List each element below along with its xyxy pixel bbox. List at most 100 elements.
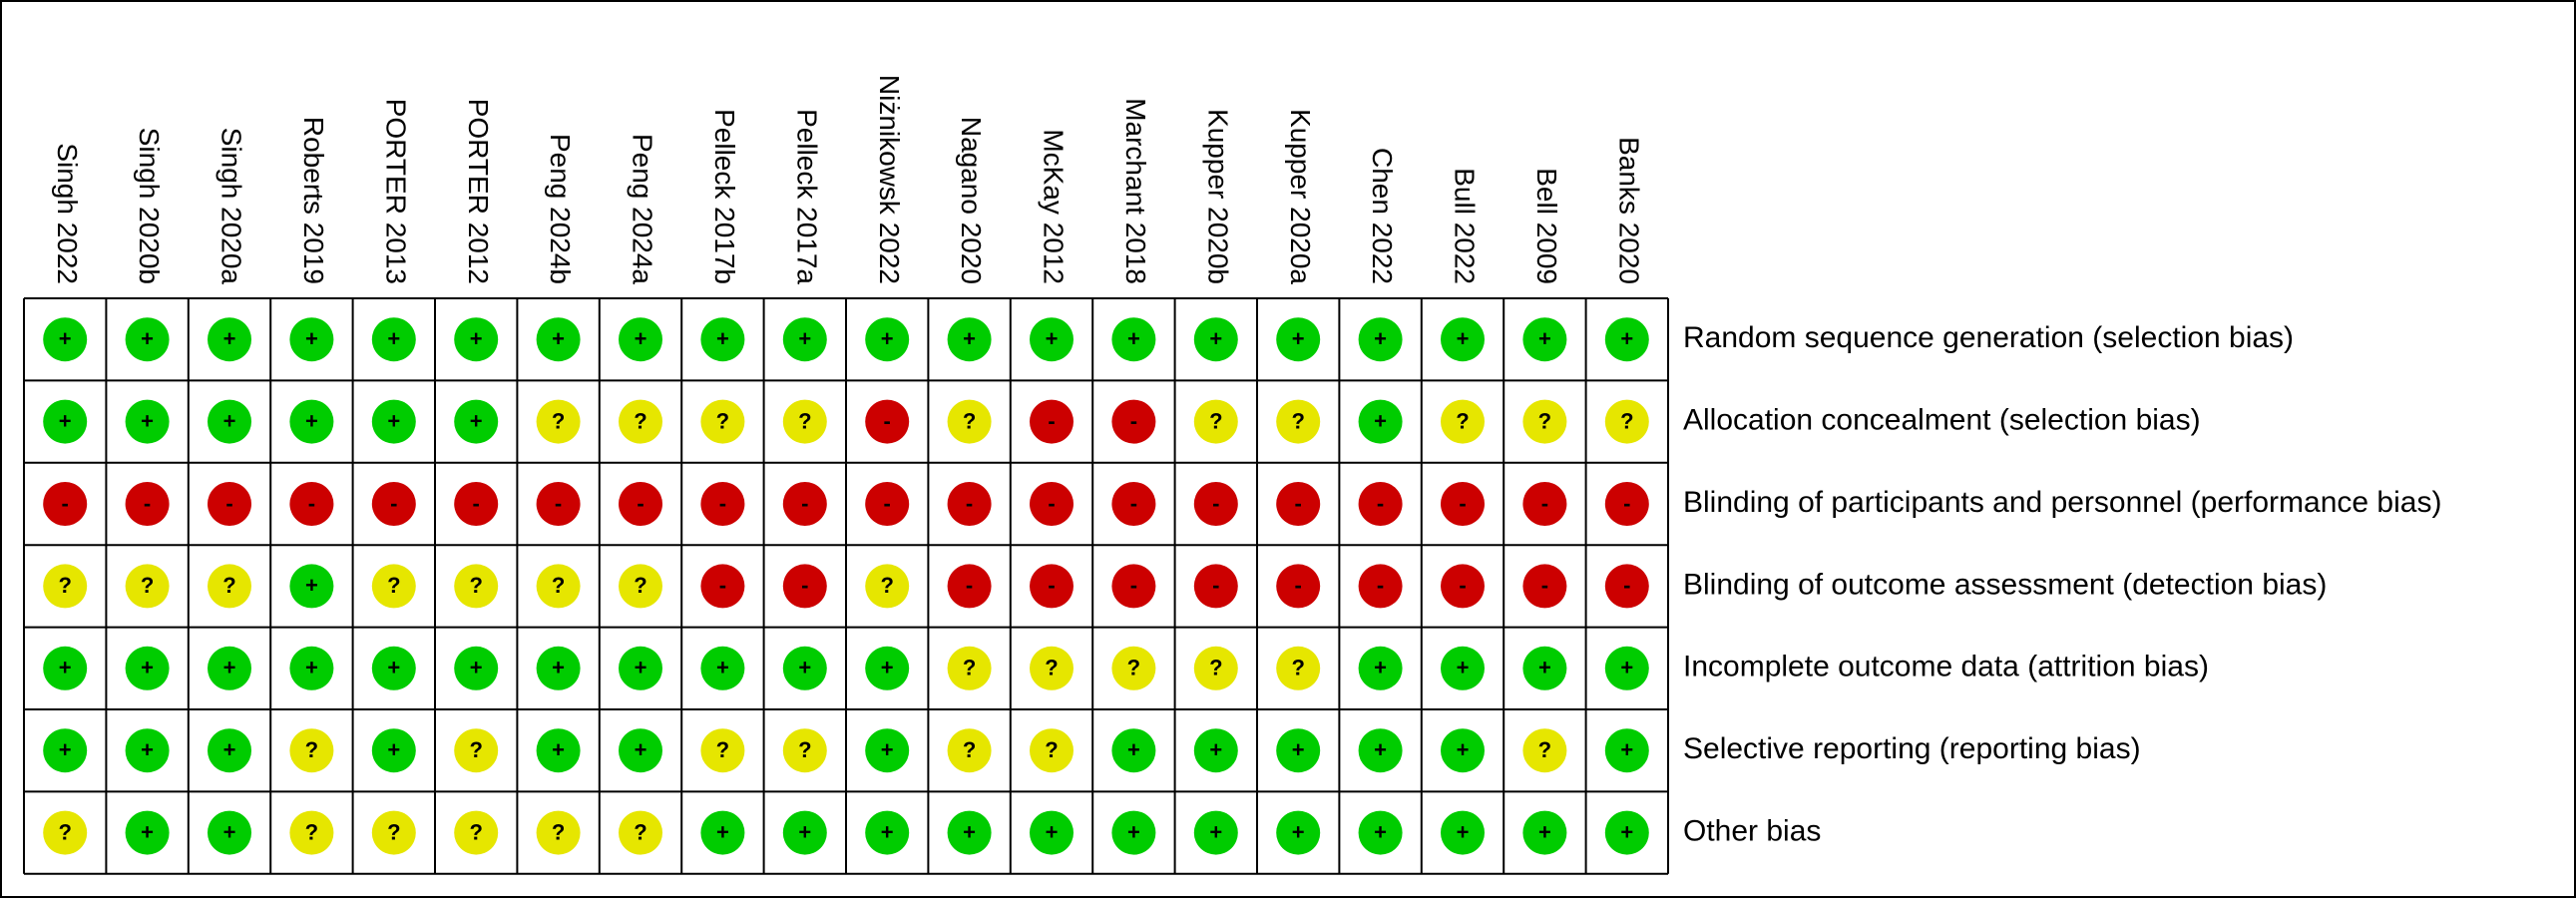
judgement-circle bbox=[125, 810, 170, 855]
judgement-circle bbox=[208, 399, 251, 444]
judgement-marker: + bbox=[1604, 728, 1649, 773]
judgement-symbol: - bbox=[1130, 408, 1137, 433]
judgement-circle bbox=[782, 564, 827, 609]
judgement-marker: + bbox=[536, 317, 581, 362]
judgement-symbol: + bbox=[1620, 737, 1633, 762]
judgement-circle bbox=[1030, 728, 1073, 773]
judgement-marker: - bbox=[208, 482, 251, 526]
judgement-symbol: + bbox=[141, 737, 154, 762]
judgement-circle bbox=[1276, 399, 1321, 444]
judgement-marker: ? bbox=[1193, 399, 1238, 444]
study-label-singh-2020b: Singh 2020b bbox=[134, 128, 165, 284]
judgement-circle bbox=[1604, 317, 1649, 362]
judgement-symbol: - bbox=[1295, 573, 1302, 598]
judgement-circle bbox=[208, 728, 251, 773]
judgement-symbol: + bbox=[305, 408, 318, 433]
judgement-marker: ? bbox=[289, 810, 334, 855]
study-label-singh-2020a: Singh 2020a bbox=[216, 128, 247, 285]
study-label-roberts-2019: Roberts 2019 bbox=[298, 117, 329, 284]
judgement-symbol: ? bbox=[1209, 656, 1222, 680]
judgement-circle bbox=[1358, 646, 1403, 690]
judgement-circle bbox=[125, 399, 170, 444]
judgement-circle bbox=[454, 564, 499, 609]
judgement-circle bbox=[289, 399, 334, 444]
judgement-symbol: ? bbox=[58, 573, 71, 598]
judgement-symbol: + bbox=[1046, 326, 1059, 351]
judgement-marker: + bbox=[1441, 646, 1485, 690]
judgement-circle bbox=[865, 810, 910, 855]
study-label-pelleck-2017b: Pelleck 2017b bbox=[709, 109, 740, 284]
judgement-symbol: + bbox=[635, 656, 647, 680]
judgement-marker: + bbox=[1193, 317, 1238, 362]
judgement-marker: ? bbox=[1522, 399, 1567, 444]
judgement-circle bbox=[1358, 810, 1403, 855]
judgement-marker: ? bbox=[1276, 646, 1321, 690]
judgement-marker: + bbox=[947, 317, 992, 362]
judgement-symbol: + bbox=[1127, 819, 1140, 844]
judgement-symbol: - bbox=[1623, 491, 1630, 516]
judgement-circle bbox=[536, 728, 581, 773]
judgement-marker: - bbox=[865, 482, 910, 526]
judgement-marker: + bbox=[454, 317, 499, 362]
judgement-marker: ? bbox=[1030, 646, 1073, 690]
judgement-marker: + bbox=[371, 399, 416, 444]
judgement-circle bbox=[700, 564, 745, 609]
judgement-marker: + bbox=[865, 810, 910, 855]
judgement-symbol: + bbox=[881, 819, 894, 844]
judgement-symbol: ? bbox=[305, 737, 318, 762]
judgement-circle bbox=[371, 399, 416, 444]
judgement-marker: + bbox=[1358, 646, 1403, 690]
judgement-circle bbox=[454, 728, 499, 773]
judgement-symbol: ? bbox=[1209, 408, 1222, 433]
study-label-pelleck-2017a: Pelleck 2017a bbox=[791, 109, 822, 284]
judgement-circle bbox=[700, 810, 745, 855]
judgement-marker: - bbox=[782, 564, 827, 609]
judgement-symbol: ? bbox=[1291, 408, 1304, 433]
judgement-circle bbox=[865, 399, 910, 444]
judgement-symbol: ? bbox=[469, 573, 482, 598]
judgement-symbol: - bbox=[884, 491, 891, 516]
judgement-circle bbox=[371, 482, 416, 526]
judgement-symbol: + bbox=[1538, 819, 1551, 844]
judgement-symbol: - bbox=[884, 408, 891, 433]
judgement-circle bbox=[782, 317, 827, 362]
judgement-marker: - bbox=[1276, 564, 1321, 609]
judgement-circle bbox=[208, 810, 251, 855]
judgement-circle bbox=[1276, 482, 1321, 526]
judgement-circle bbox=[1193, 810, 1238, 855]
judgement-marker: + bbox=[865, 317, 910, 362]
judgement-marker: + bbox=[208, 399, 251, 444]
judgement-symbol: ? bbox=[387, 819, 400, 844]
judgement-marker: ? bbox=[454, 728, 499, 773]
judgement-circle bbox=[865, 564, 910, 609]
judgement-marker: + bbox=[782, 317, 827, 362]
judgement-marker: - bbox=[1276, 482, 1321, 526]
judgement-marker: + bbox=[289, 317, 334, 362]
judgement-circle bbox=[125, 317, 170, 362]
judgement-symbol: + bbox=[223, 819, 236, 844]
judgement-circle bbox=[947, 482, 992, 526]
judgement-circle bbox=[619, 482, 662, 526]
judgement-circle bbox=[947, 728, 992, 773]
judgement-marker: ? bbox=[700, 728, 745, 773]
judgement-circle bbox=[43, 646, 88, 690]
judgement-circle bbox=[371, 564, 416, 609]
judgement-circle bbox=[619, 564, 662, 609]
judgement-circle bbox=[1030, 810, 1073, 855]
judgement-circle bbox=[619, 399, 662, 444]
judgement-symbol: - bbox=[1541, 491, 1548, 516]
judgement-symbol: + bbox=[1620, 819, 1633, 844]
judgement-circle bbox=[782, 810, 827, 855]
judgement-symbol: ? bbox=[1538, 737, 1551, 762]
judgement-circle bbox=[1111, 728, 1156, 773]
judgement-circle bbox=[1604, 482, 1649, 526]
judgement-circle bbox=[1358, 399, 1403, 444]
judgement-circle bbox=[947, 646, 992, 690]
judgement-marker: - bbox=[454, 482, 499, 526]
judgement-symbol: + bbox=[1292, 326, 1305, 351]
judgement-marker: + bbox=[43, 646, 88, 690]
judgement-circle bbox=[1604, 810, 1649, 855]
judgement-marker: + bbox=[700, 317, 745, 362]
judgement-marker: + bbox=[1111, 728, 1156, 773]
judgement-symbol: - bbox=[1048, 491, 1055, 516]
